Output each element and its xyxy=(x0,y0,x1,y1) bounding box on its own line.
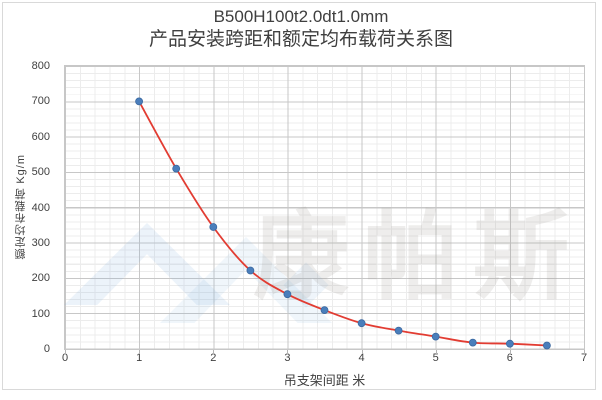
x-tick-label: 5 xyxy=(432,352,439,364)
chart-title-subtitle: 产品安装跨距和额定均布载荷关系图 xyxy=(148,29,453,50)
chart-title: B500H100t2.0dt1.0mm 产品安装跨距和额定均布载荷关系图 xyxy=(0,6,602,51)
y-tick-label: 500 xyxy=(31,166,50,179)
y-tick-label: 600 xyxy=(31,130,50,143)
x-tick-label: 6 xyxy=(506,352,513,364)
x-axis-tick-labels: 0 1 2 3 4 5 6 7 xyxy=(61,352,588,366)
x-tick-label: 4 xyxy=(358,352,365,364)
y-tick-label: 0 xyxy=(43,343,50,355)
data-point-marker xyxy=(357,319,366,328)
y-tick-label: 200 xyxy=(31,272,50,285)
fit-curve-line xyxy=(138,100,547,347)
x-axis-tick-marks xyxy=(65,350,585,354)
data-point-marker xyxy=(542,341,551,350)
y-axis-title: 额定均布载荷 Kg/m xyxy=(12,65,30,348)
x-tick-mark xyxy=(65,350,66,354)
x-tick-mark xyxy=(287,350,289,354)
data-point-marker xyxy=(283,290,292,299)
x-tick-label: 1 xyxy=(136,352,143,364)
x-tick-mark xyxy=(584,350,585,354)
chart-title-model: B500H100t2.0dt1.0mm xyxy=(213,7,389,26)
x-tick-mark xyxy=(139,350,141,354)
x-tick-mark xyxy=(435,350,437,354)
y-tick-label: 100 xyxy=(31,307,50,320)
data-point-marker xyxy=(394,326,403,335)
x-tick-label: 3 xyxy=(284,352,291,364)
x-tick-label: 2 xyxy=(210,352,217,364)
x-tick-label: 0 xyxy=(61,352,69,364)
x-tick-mark xyxy=(509,350,511,354)
x-tick-mark xyxy=(361,350,363,354)
y-axis-tick-labels: 0 100 200 300 400 500 600 700 800 xyxy=(0,60,57,355)
y-axis-title-text: 额定均布载荷 Kg/m xyxy=(15,153,27,260)
x-tick-label: 7 xyxy=(580,352,588,364)
data-point-marker xyxy=(468,338,477,347)
data-points xyxy=(135,97,551,350)
data-point-marker xyxy=(246,266,255,275)
x-tick-mark xyxy=(213,350,215,354)
data-point-marker xyxy=(135,97,143,106)
y-tick-label: 800 xyxy=(31,60,50,72)
data-point-marker xyxy=(209,223,218,231)
data-point-marker xyxy=(505,339,514,348)
data-point-marker xyxy=(320,306,329,315)
x-axis-title: 吊支架间距 米 xyxy=(283,373,366,388)
data-point-marker xyxy=(172,164,181,173)
data-point-marker xyxy=(431,332,440,341)
y-tick-label: 300 xyxy=(31,236,50,249)
chart-canvas xyxy=(135,97,551,350)
y-tick-label: 700 xyxy=(31,95,50,108)
y-tick-label: 400 xyxy=(31,201,50,214)
